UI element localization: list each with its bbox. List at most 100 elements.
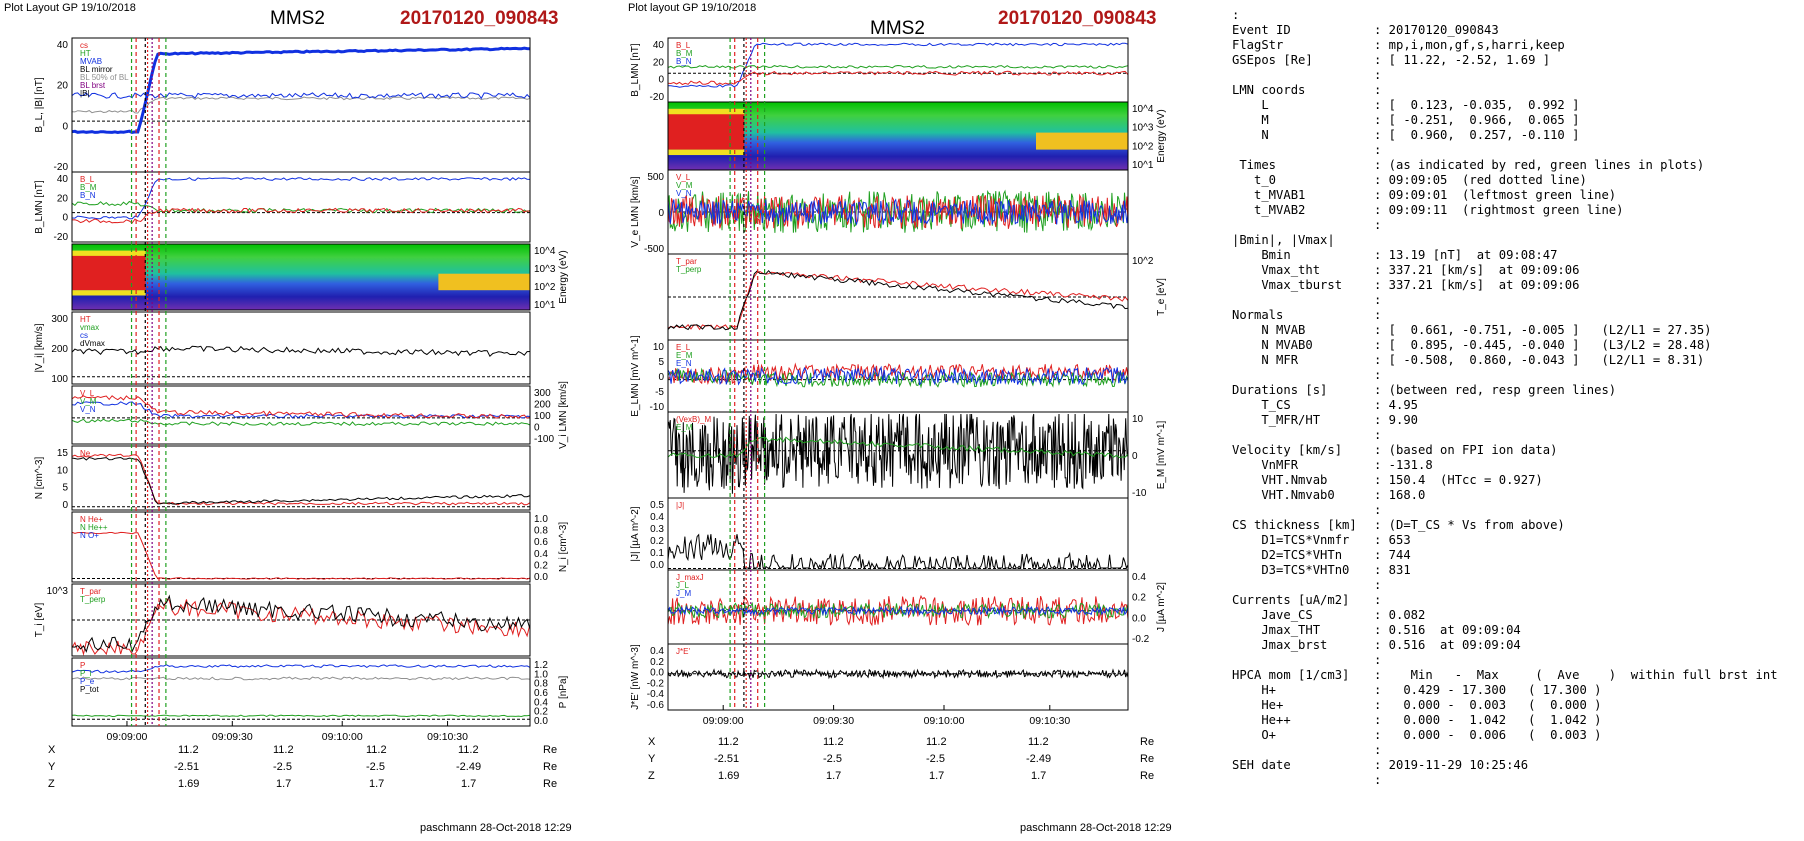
legend-entry: BL mirror (80, 65, 113, 74)
middle-satellite-title: MMS2 (870, 18, 925, 39)
info-line: t_0: 09:09:05 (red dotted line) (1232, 173, 1778, 188)
info-key: Event ID (1232, 23, 1291, 37)
info-line: D3=TCS*VHTn0: 831 (1232, 563, 1778, 578)
coord-value: 1.7 (276, 778, 292, 790)
y-tick-label: 0.0 (534, 572, 548, 583)
info-value: : 0.516 at 09:09:04 (1374, 623, 1521, 637)
coord-value: -2.51 (174, 761, 200, 773)
info-line: H+: 0.429 - 17.300 ( 17.300 ) (1232, 683, 1778, 698)
coord-value: -2.5 (823, 753, 842, 765)
coord-value: 11.2 (178, 744, 199, 756)
info-key: D2=TCS*VHTn (1232, 548, 1343, 562)
y-tick-label: 0.2 (534, 560, 548, 571)
spectrogram-band (438, 273, 530, 291)
info-value: : 150.4 (HTcc = 0.927) (1374, 473, 1543, 487)
y-tick-label: 0.6 (534, 688, 548, 699)
info-line: Bmin: 13.19 [nT] at 09:08:47 (1232, 248, 1778, 263)
y-tick-label: 0.4 (1132, 572, 1146, 583)
left-coords-table: X 11.2 11.2 11.2 11.2 Re Y -2.51 -2.5 -2.5 -2.49 R… (48, 744, 563, 794)
y-tick-label: 0 (62, 500, 68, 511)
info-line: Jmax_THT: 0.516 at 09:09:04 (1232, 623, 1778, 638)
legend-entry: V_N (80, 405, 96, 414)
coord-value: -2.5 (273, 761, 292, 773)
legend-entry: Ne (80, 449, 91, 458)
y-axis-label: |V_i| [km/s] (34, 323, 45, 372)
panel-frame (71, 657, 531, 727)
panel-frame (71, 243, 531, 311)
info-line: Currents [uA/m2]: (1232, 593, 1778, 608)
info-value: : (1374, 68, 1382, 82)
series-line (71, 345, 531, 358)
y-tick-label: 0.0 (650, 560, 664, 571)
coord-unit: Re (1140, 736, 1155, 748)
info-value: : 744 (1374, 548, 1411, 562)
info-line: L: [ 0.123, -0.035, 0.992 ] (1232, 98, 1778, 113)
info-key: D3=TCS*VHTn0 (1232, 563, 1350, 577)
event-info-text: : Event ID: 20170120_090843 FlagStr: mp,i,… (1232, 8, 1778, 788)
y-tick-label: 0.4 (534, 697, 548, 708)
time-tick-label: 09:10:00 (924, 715, 965, 727)
info-value: : [ 0.661, -0.751, -0.005 ] (L2/L1 = 27.… (1374, 323, 1712, 337)
y-axis-label: B_LMN [nT] (34, 180, 45, 234)
coord-value: 11.2 (926, 736, 947, 748)
coord-value: 11.2 (273, 744, 294, 756)
legend-entry: HT (80, 49, 91, 58)
legend-entry: HT (80, 315, 91, 324)
y-tick-label: 0.0 (650, 668, 664, 679)
series-line (71, 664, 531, 674)
legend-entry: T_par (80, 587, 101, 596)
y-axis-label: B_L, |B| [nT] (34, 77, 45, 132)
info-value: : 4.95 (1374, 398, 1419, 412)
y-tick-label: 10^3 (47, 586, 69, 597)
info-value: : (1374, 428, 1382, 442)
info-value: : (1374, 593, 1382, 607)
info-value: : [ 0.123, -0.035, 0.992 ] (1374, 98, 1580, 112)
info-value: : (as indicated by red, green lines in p… (1374, 158, 1705, 172)
info-value: : (1374, 368, 1382, 382)
info-value: : (1374, 743, 1382, 757)
y-axis-label: Energy (eV) (1156, 109, 1167, 162)
info-line: Event ID: 20170120_090843 (1232, 23, 1778, 38)
info-key: He+ (1232, 698, 1284, 712)
left-event-title: 20170120_090843 (400, 8, 559, 29)
y-tick-label: 500 (647, 172, 664, 183)
legend-entry: J_L (676, 581, 689, 590)
info-line: t_MVAB1: 09:09:01 (leftmost green line) (1232, 188, 1778, 203)
y-tick-label: 10^1 (1132, 160, 1154, 171)
spectrogram-band (668, 108, 745, 115)
series-line (71, 395, 531, 419)
y-tick-label: 20 (57, 81, 69, 92)
legend-entry: |B| (80, 89, 90, 98)
info-value: : (1374, 773, 1382, 787)
legend-entry: N He++ (80, 523, 108, 532)
y-tick-label: 40 (57, 174, 69, 185)
panel-9: 1.21.00.80.60.40.20.0 P [nPa] PP_iP_eP_tot (71, 657, 569, 727)
coord-label: Z (648, 770, 655, 782)
info-value: : [ -0.508, 0.860, -0.043 ] (L2/L1 = 8.3… (1374, 353, 1705, 367)
panel-2: 40 20 0 -20 B_LMN [nT] B_LB_MB_N (34, 171, 531, 243)
y-tick-label: 10^2 (1132, 141, 1154, 152)
y-tick-label: 10^1 (534, 300, 556, 311)
info-line: : (1232, 653, 1778, 668)
coord-value: 11.2 (366, 744, 387, 756)
info-key: N MVAB (1232, 323, 1306, 337)
y-tick-label: 0.4 (650, 512, 664, 523)
time-tick-label: 09:10:30 (427, 731, 468, 743)
legend-entry: B_M (80, 183, 97, 192)
panel-9: 0.40.20.0-0.2-0.4-0.6 J*E' [nW m^-3] J*E' (630, 643, 1129, 711)
legend-entry: E_L (676, 343, 691, 352)
panel-bg (668, 644, 1128, 710)
info-value: : 0.082 (1374, 608, 1426, 622)
coord-unit: Re (1140, 770, 1155, 782)
coord-unit: Re (543, 744, 558, 756)
info-key: Currents [uA/m2] (1232, 593, 1350, 607)
panel-bg (72, 446, 530, 510)
info-value: : [ 0.895, -0.445, -0.040 ] (L3/L2 = 28.… (1374, 338, 1712, 352)
info-line: D1=TCS*Vnmfr: 653 (1232, 533, 1778, 548)
coord-label: X (48, 744, 56, 756)
series-line (667, 436, 1129, 459)
